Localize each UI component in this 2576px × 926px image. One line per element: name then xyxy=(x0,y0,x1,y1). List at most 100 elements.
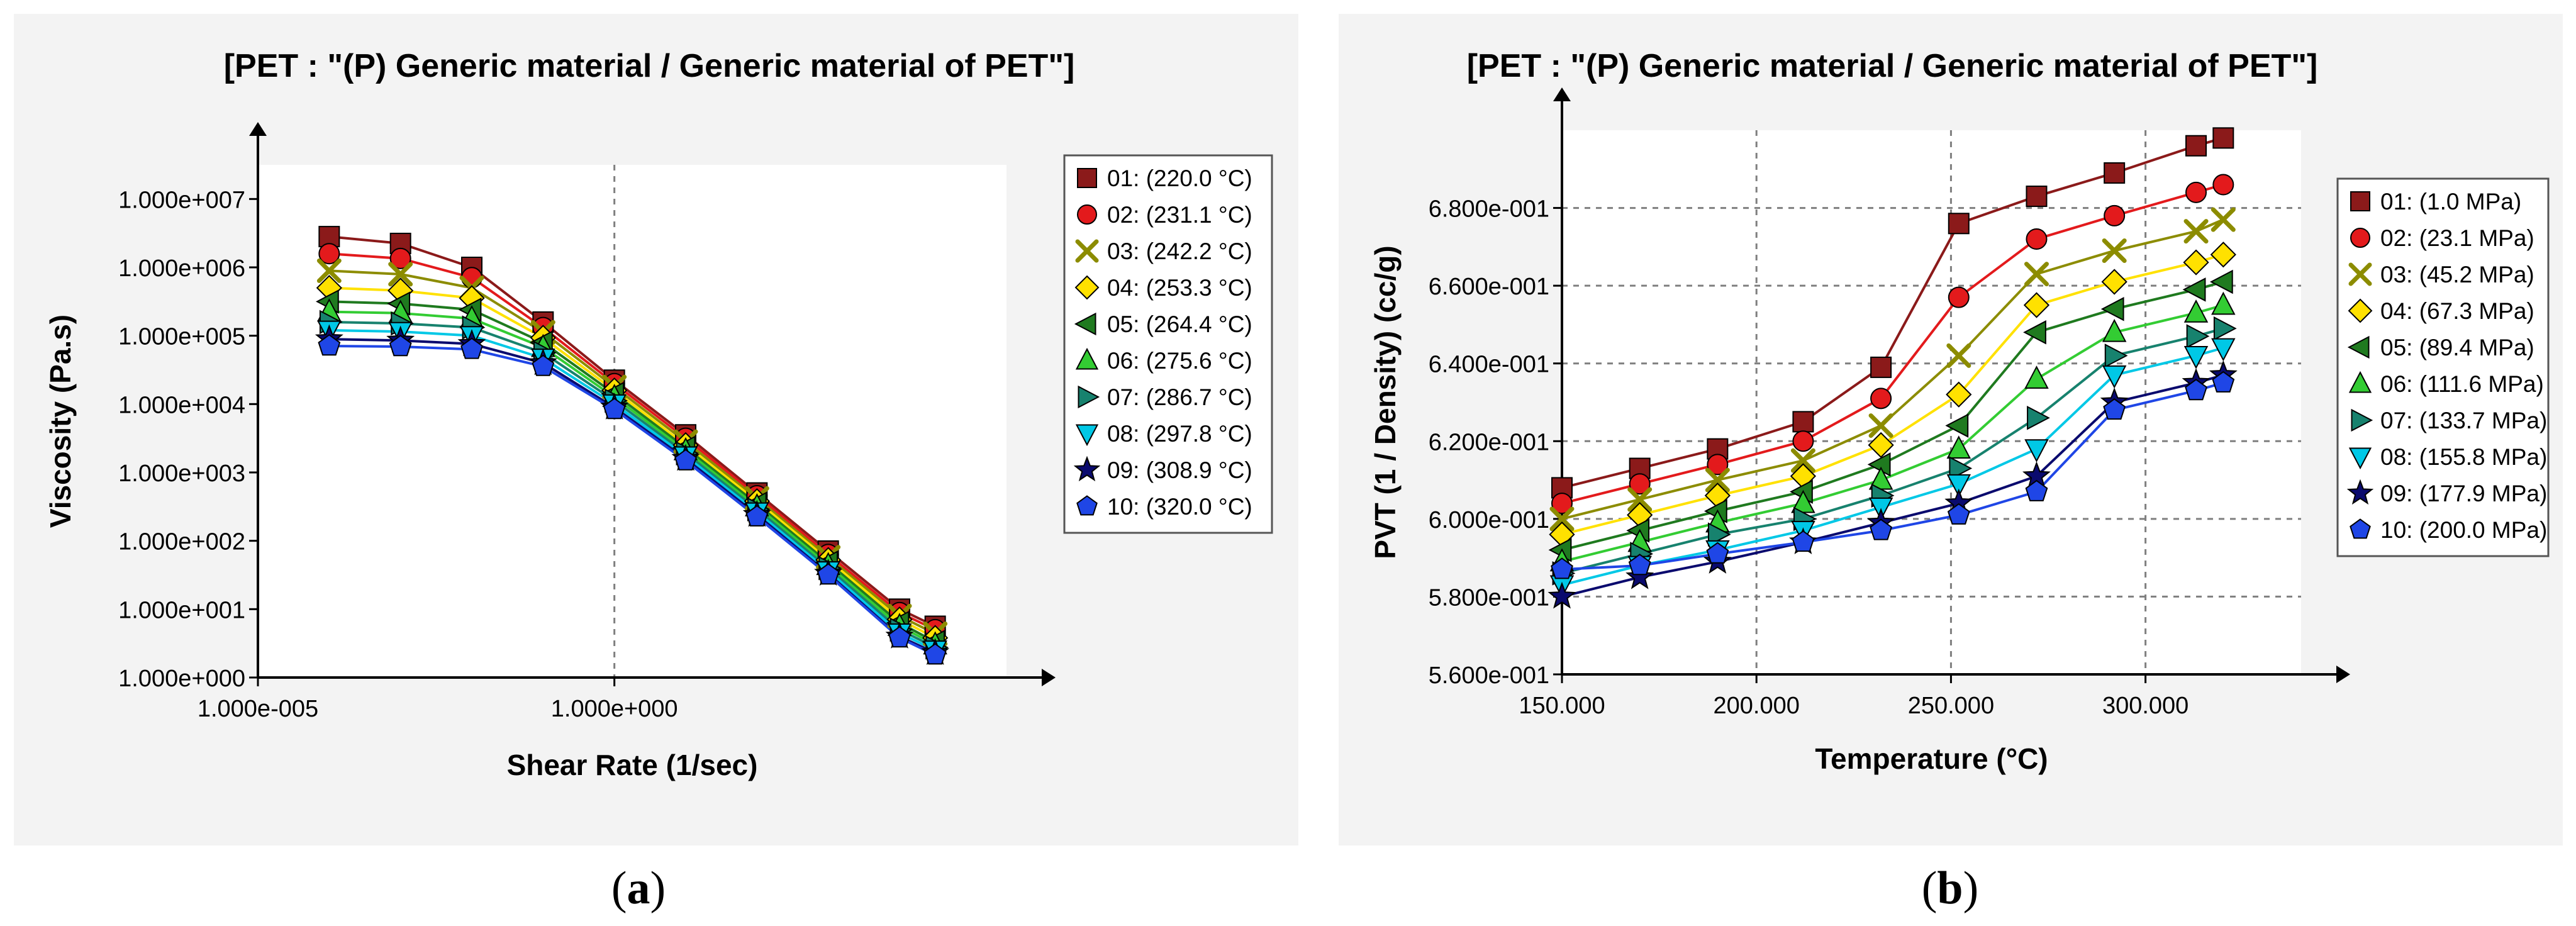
legend: 01: (220.0 °C) 02: (231.1 °C) 03: (242.2 °… xyxy=(1063,154,1273,534)
y-tick-label: 1.000e+004 xyxy=(118,392,245,418)
data-point xyxy=(2183,249,2209,276)
legend-item: 06: (275.6 °C) xyxy=(1075,347,1252,374)
data-point xyxy=(1551,557,1573,579)
legend-marker xyxy=(1077,168,1097,188)
data-point xyxy=(2027,405,2050,430)
legend-marker xyxy=(2350,228,2370,248)
legend-marker xyxy=(2347,335,2370,359)
y-tick-label: 6.400e-001 xyxy=(1429,352,1549,378)
data-point-stroke xyxy=(2183,219,2209,244)
viscosity-chart: [PET : "(P) Generic material / Generic m… xyxy=(44,48,1273,781)
legend-item: 08: (155.8 MPa) xyxy=(2348,444,2547,470)
data-point xyxy=(2104,162,2126,184)
series-line-1 xyxy=(329,235,936,628)
caption-b: (b) xyxy=(1921,862,1979,914)
chart-title: [PET : "(P) Generic material / Generic m… xyxy=(1467,48,2318,84)
y-tick-label: 1.000e+006 xyxy=(118,255,245,282)
series-line-3 xyxy=(1561,218,2224,520)
data-point xyxy=(1945,413,1969,438)
legend-box xyxy=(2336,177,2550,557)
data-point xyxy=(2024,439,2049,462)
data-point xyxy=(2102,365,2127,389)
legend-marker xyxy=(1078,385,1100,409)
x-tick-label: 300.000 xyxy=(2102,693,2188,719)
legend-label: 04: (253.3 °C) xyxy=(1107,275,1252,301)
legend-label: 08: (155.8 MPa) xyxy=(2380,444,2547,470)
legend-label: 03: (45.2 MPa) xyxy=(2380,262,2534,287)
legend-marker xyxy=(1073,455,1101,482)
data-point xyxy=(388,262,413,287)
legend-item: 10: (200.0 MPa) xyxy=(2350,517,2547,543)
data-point xyxy=(1946,381,1972,408)
series-line-2 xyxy=(1561,183,2224,505)
legend-label: 06: (275.6 °C) xyxy=(1107,348,1252,374)
legend-label: 10: (200.0 MPa) xyxy=(2380,517,2547,543)
legend-label: 02: (231.1 °C) xyxy=(1107,202,1252,228)
legend-marker xyxy=(1077,204,1097,225)
legend-item: 09: (308.9 °C) xyxy=(1073,455,1252,483)
data-point xyxy=(2102,238,2127,264)
legend-label: 03: (242.2 °C) xyxy=(1107,238,1252,264)
y-tick-label: 6.800e-001 xyxy=(1429,196,1549,223)
legend-marker xyxy=(2351,408,2373,432)
data-point xyxy=(2186,324,2210,349)
legend-label: 05: (89.4 MPa) xyxy=(2380,335,2534,360)
data-point xyxy=(2026,228,2048,250)
y-axis-arrow xyxy=(1553,87,1571,101)
legend-marker xyxy=(1074,312,1096,336)
data-point xyxy=(1707,522,1731,547)
x-axis-arrow xyxy=(1042,669,1056,686)
series-line-2 xyxy=(329,252,936,631)
legend-item: 02: (231.1 °C) xyxy=(1077,202,1252,228)
data-point xyxy=(1705,467,1730,493)
data-point xyxy=(1947,503,1970,525)
y-tick-label: 1.000e+003 xyxy=(118,460,245,487)
legend-marker xyxy=(1074,275,1100,300)
legend-item: 01: (220.0 °C) xyxy=(1077,165,1252,191)
legend-label: 07: (133.7 MPa) xyxy=(2380,408,2547,433)
y-tick-label: 1.000e+001 xyxy=(118,597,245,623)
series-line-1 xyxy=(1561,137,2224,489)
data-point-stroke xyxy=(1868,413,1893,438)
y-tick-label: 1.000e+000 xyxy=(118,666,245,692)
legend-label: 10: (320.0 °C) xyxy=(1107,494,1252,520)
legend-item: 07: (133.7 MPa) xyxy=(2351,408,2547,433)
x-axis-label: Temperature (°C) xyxy=(1815,742,2048,775)
data-point xyxy=(674,449,697,471)
legend-item: 05: (89.4 MPa) xyxy=(2347,335,2534,360)
legend-item: 04: (67.3 MPa) xyxy=(2348,298,2534,324)
legend-label: 07: (286.7 °C) xyxy=(1107,384,1252,410)
legend-box xyxy=(1063,154,1273,534)
data-point xyxy=(2182,277,2206,302)
series-line-3 xyxy=(329,269,936,635)
legend-item: 10: (320.0 °C) xyxy=(1076,494,1252,520)
series-line-10 xyxy=(329,344,936,656)
data-point xyxy=(1868,413,1893,438)
legend-marker xyxy=(1075,347,1099,370)
series-line-8 xyxy=(1561,347,2224,586)
data-point xyxy=(2183,299,2209,323)
data-point xyxy=(2023,292,2050,318)
chart-panel-b: [PET : "(P) Generic material / Generic m… xyxy=(1339,14,2563,845)
data-point xyxy=(1792,411,1814,433)
data-point xyxy=(2024,262,2049,287)
y-axis-arrow xyxy=(249,122,267,136)
data-point-stroke xyxy=(2024,262,2049,287)
data-point xyxy=(1868,432,1894,459)
caption-a-letter: a xyxy=(627,862,650,914)
series-line-5 xyxy=(1561,281,2224,552)
legend-item: 03: (242.2 °C) xyxy=(1075,238,1252,264)
data-point xyxy=(1948,286,1970,308)
caption-b-letter: b xyxy=(1937,862,1963,914)
legend-item: 08: (297.8 °C) xyxy=(1075,421,1252,447)
legend-marker xyxy=(2348,298,2373,323)
data-point xyxy=(1949,456,1973,481)
legend-marker xyxy=(1076,495,1098,516)
data-point xyxy=(460,337,483,359)
series-markers-10 xyxy=(318,334,947,665)
data-point xyxy=(2185,379,2207,401)
data-point xyxy=(2209,269,2233,294)
y-tick-label: 6.000e-001 xyxy=(1429,507,1549,533)
data-point xyxy=(1946,435,1971,459)
series-line-6 xyxy=(329,310,936,646)
